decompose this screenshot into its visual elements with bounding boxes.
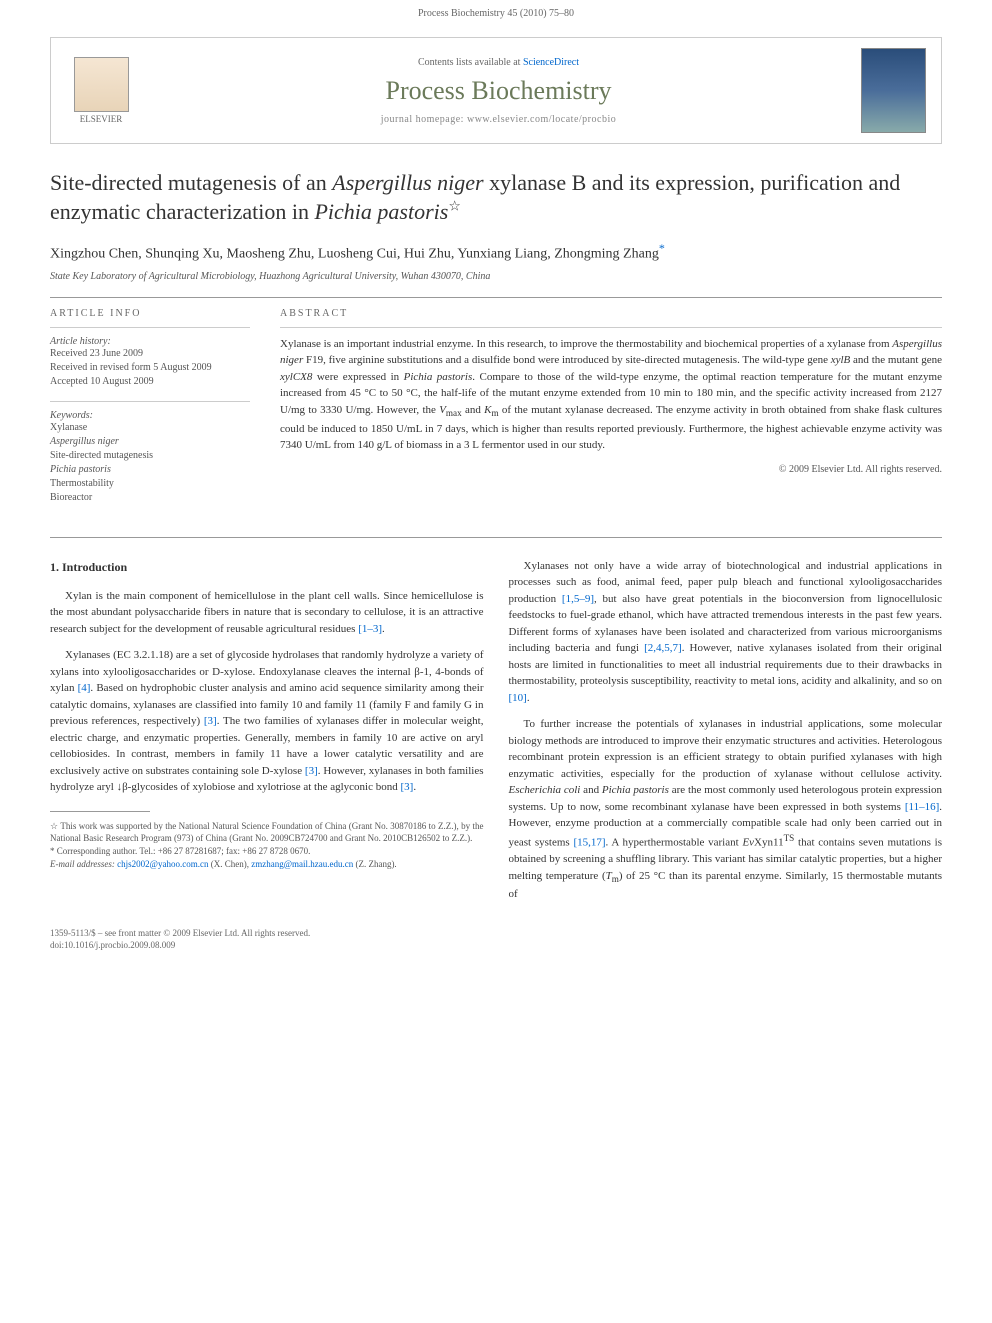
affiliation: State Key Laboratory of Agricultural Mic… — [50, 271, 942, 282]
page-footer: 1359-5113/$ – see front matter © 2009 El… — [50, 928, 942, 951]
email-label: E-mail addresses: — [50, 859, 115, 869]
contents-prefix: Contents lists available at — [418, 57, 523, 68]
doi-line: doi:10.1016/j.procbio.2009.08.009 — [50, 940, 942, 952]
publisher-label: ELSEVIER — [80, 114, 123, 124]
revised-date: Received in revised form 5 August 2009 — [50, 361, 250, 375]
funding-footnote: ☆ This work was supported by the Nationa… — [50, 820, 484, 845]
abstract-copyright: © 2009 Elsevier Ltd. All rights reserved… — [280, 464, 942, 475]
section-heading-intro: 1. Introduction — [50, 558, 484, 576]
journal-title: Process Biochemistry — [136, 76, 861, 106]
title-text: Site-directed mutagenesis of an Aspergil… — [50, 170, 900, 224]
homepage-prefix: journal homepage: — [381, 114, 467, 125]
history-block: Article history: Received 23 June 2009 R… — [50, 336, 250, 389]
paragraph: Xylan is the main component of hemicellu… — [50, 588, 484, 638]
authors-line: Xingzhou Chen, Shunqing Xu, Maosheng Zhu… — [50, 241, 942, 263]
title-footnote-mark: ☆ — [448, 199, 461, 214]
keywords-block: Keywords: Xylanase Aspergillus niger Sit… — [50, 410, 250, 505]
article-info-heading: ARTICLE INFO — [50, 308, 250, 319]
keyword: Thermostability — [50, 477, 250, 491]
article-info-column: ARTICLE INFO Article history: Received 2… — [50, 308, 250, 517]
keyword: Pichia pastoris — [50, 463, 250, 477]
sciencedirect-link[interactable]: ScienceDirect — [523, 57, 579, 68]
elsevier-tree-icon — [74, 57, 129, 112]
journal-center: Contents lists available at ScienceDirec… — [136, 57, 861, 125]
running-head: Process Biochemistry 45 (2010) 75–80 — [0, 0, 992, 27]
divider — [50, 297, 942, 298]
abstract-column: ABSTRACT Xylanase is an important indust… — [280, 308, 942, 517]
divider — [50, 537, 942, 538]
journal-homepage: journal homepage: www.elsevier.com/locat… — [136, 114, 861, 125]
email-footnote: E-mail addresses: chjs2002@yahoo.com.cn … — [50, 858, 484, 871]
body-two-column: 1. Introduction Xylan is the main compon… — [50, 558, 942, 913]
journal-cover-thumbnail — [861, 48, 926, 133]
email-link[interactable]: zmzhang@mail.hzau.edu.cn — [251, 859, 353, 869]
corresponding-footnote: * Corresponding author. Tel.: +86 27 872… — [50, 845, 484, 858]
email-link[interactable]: chjs2002@yahoo.com.cn — [117, 859, 208, 869]
received-date: Received 23 June 2009 — [50, 347, 250, 361]
email-name: (X. Chen), — [208, 859, 249, 869]
right-column: Xylanases not only have a wide array of … — [509, 558, 943, 913]
abstract-divider — [280, 327, 942, 328]
keywords-label: Keywords: — [50, 410, 250, 421]
authors-names: Xingzhou Chen, Shunqing Xu, Maosheng Zhu… — [50, 247, 659, 262]
footnote-divider — [50, 811, 150, 812]
info-abstract-row: ARTICLE INFO Article history: Received 2… — [50, 308, 942, 517]
info-divider — [50, 327, 250, 328]
info-divider — [50, 401, 250, 402]
paragraph: To further increase the potentials of xy… — [509, 716, 943, 903]
abstract-heading: ABSTRACT — [280, 308, 942, 319]
keyword: Xylanase — [50, 421, 250, 435]
history-label: Article history: — [50, 336, 250, 347]
abstract-text: Xylanase is an important industrial enzy… — [280, 336, 942, 454]
keyword: Site-directed mutagenesis — [50, 449, 250, 463]
left-column: 1. Introduction Xylan is the main compon… — [50, 558, 484, 913]
contents-available: Contents lists available at ScienceDirec… — [136, 57, 861, 68]
homepage-url: www.elsevier.com/locate/procbio — [467, 114, 616, 125]
paragraph: Xylanases (EC 3.2.1.18) are a set of gly… — [50, 647, 484, 796]
paragraph: Xylanases not only have a wide array of … — [509, 558, 943, 707]
corresponding-mark: * — [659, 241, 665, 255]
accepted-date: Accepted 10 August 2009 — [50, 375, 250, 389]
keyword: Aspergillus niger — [50, 435, 250, 449]
journal-header-box: ELSEVIER Contents lists available at Sci… — [50, 37, 942, 144]
email-name: (Z. Zhang). — [353, 859, 396, 869]
elsevier-logo: ELSEVIER — [66, 51, 136, 131]
keyword: Bioreactor — [50, 491, 250, 505]
article-title: Site-directed mutagenesis of an Aspergil… — [50, 169, 942, 226]
issn-line: 1359-5113/$ – see front matter © 2009 El… — [50, 928, 942, 940]
